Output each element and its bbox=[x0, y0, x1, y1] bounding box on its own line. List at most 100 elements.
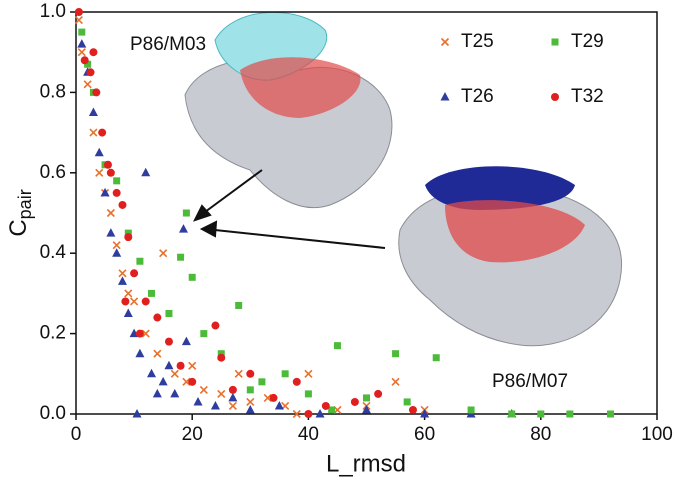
point bbox=[88, 107, 98, 116]
point bbox=[103, 160, 112, 169]
point bbox=[246, 369, 255, 378]
point bbox=[84, 60, 92, 68]
point bbox=[124, 289, 133, 298]
point bbox=[210, 400, 220, 410]
y-axis-title-sub: pair bbox=[15, 189, 35, 219]
point bbox=[135, 329, 144, 338]
point bbox=[467, 406, 475, 414]
point bbox=[281, 370, 289, 378]
point bbox=[95, 168, 104, 177]
point bbox=[74, 15, 83, 25]
point bbox=[234, 369, 243, 378]
point bbox=[106, 168, 115, 177]
y-tick-label: 0.2 bbox=[40, 323, 66, 344]
point bbox=[181, 336, 191, 346]
point bbox=[141, 329, 150, 338]
point bbox=[165, 310, 173, 317]
point bbox=[315, 409, 325, 418]
point bbox=[211, 321, 220, 330]
legend-marker bbox=[440, 92, 450, 101]
point bbox=[86, 68, 95, 77]
point bbox=[152, 388, 162, 398]
x-tick-label: 60 bbox=[414, 424, 435, 445]
y-tick-label: 0.8 bbox=[40, 81, 66, 102]
point bbox=[118, 200, 127, 209]
point bbox=[363, 394, 370, 402]
legend-marker bbox=[440, 37, 450, 47]
point bbox=[112, 241, 121, 250]
x-axis-title: L_rmsd bbox=[326, 450, 406, 477]
point bbox=[130, 269, 139, 278]
point bbox=[217, 389, 226, 398]
point bbox=[77, 39, 87, 48]
point bbox=[158, 376, 168, 386]
annotation: P86/M03 bbox=[130, 34, 206, 55]
point bbox=[333, 342, 341, 350]
point bbox=[228, 392, 238, 402]
structure-m07 bbox=[398, 166, 622, 347]
point bbox=[304, 369, 313, 378]
x-tick-label: 40 bbox=[298, 424, 319, 445]
legend-label: T29 bbox=[571, 31, 604, 52]
point bbox=[164, 360, 174, 370]
point bbox=[98, 128, 107, 137]
point bbox=[141, 167, 151, 177]
point bbox=[112, 248, 122, 257]
point bbox=[403, 398, 411, 406]
legend-label: T25 bbox=[461, 31, 494, 52]
point bbox=[274, 400, 284, 410]
point bbox=[177, 253, 185, 261]
point bbox=[124, 229, 132, 237]
point bbox=[159, 249, 168, 258]
point bbox=[228, 401, 237, 411]
annotation: P86/M07 bbox=[492, 371, 568, 392]
point bbox=[121, 297, 130, 306]
point bbox=[217, 350, 225, 358]
point bbox=[78, 28, 86, 36]
point bbox=[130, 297, 139, 306]
point bbox=[112, 188, 121, 197]
point bbox=[258, 378, 266, 386]
point bbox=[182, 377, 191, 386]
point bbox=[537, 410, 545, 418]
point bbox=[176, 361, 185, 370]
point bbox=[124, 233, 133, 242]
point bbox=[106, 208, 115, 218]
point bbox=[113, 177, 121, 185]
y-tick-label: 0.6 bbox=[40, 162, 66, 183]
point bbox=[269, 393, 278, 402]
point bbox=[123, 308, 133, 317]
point bbox=[292, 377, 301, 386]
point bbox=[182, 209, 190, 217]
point bbox=[83, 80, 92, 89]
point bbox=[188, 377, 197, 386]
point bbox=[292, 409, 301, 419]
y-tick-label: 0.4 bbox=[40, 242, 67, 263]
point bbox=[374, 389, 383, 398]
point bbox=[153, 313, 162, 322]
point bbox=[117, 276, 127, 285]
y-axis-title: Cpair bbox=[5, 189, 34, 236]
point bbox=[350, 397, 359, 406]
plot-frame bbox=[75, 11, 658, 415]
point bbox=[508, 410, 516, 418]
point bbox=[432, 354, 440, 362]
y-axis-title-main: C bbox=[5, 219, 32, 236]
point bbox=[304, 410, 313, 418]
x-tick-label: 80 bbox=[530, 424, 551, 445]
point bbox=[362, 404, 371, 414]
point bbox=[392, 350, 400, 358]
point bbox=[170, 369, 179, 378]
point bbox=[246, 397, 255, 407]
x-tick-label: 20 bbox=[182, 424, 203, 445]
legend-marker bbox=[551, 38, 559, 46]
point bbox=[118, 269, 127, 278]
point bbox=[170, 388, 180, 398]
point bbox=[106, 228, 116, 237]
point bbox=[246, 386, 254, 394]
point bbox=[148, 289, 156, 297]
point bbox=[89, 48, 98, 57]
point bbox=[304, 390, 312, 398]
point bbox=[89, 128, 98, 137]
